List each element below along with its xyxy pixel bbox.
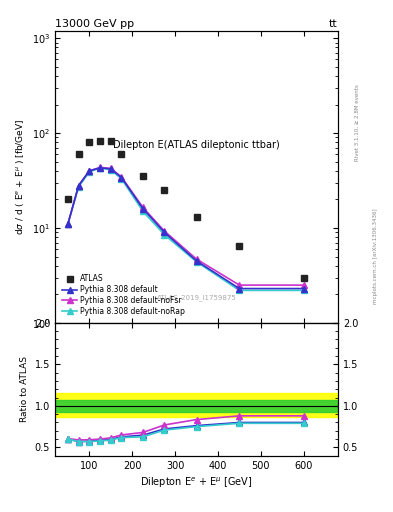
Pythia 8.308 default [237, 286, 242, 292]
Pythia 8.308 default-noRap [162, 231, 167, 238]
Text: mcplots.cern.ch [arXiv:1306.3436]: mcplots.cern.ch [arXiv:1306.3436] [373, 208, 378, 304]
Pythia 8.308 default-noFsr [141, 204, 145, 210]
Pythia 8.308 default [301, 286, 306, 292]
Pythia 8.308 default-noRap [108, 167, 113, 173]
Pythia 8.308 default [119, 175, 124, 181]
Text: Dilepton E(ATLAS dileptonic ttbar): Dilepton E(ATLAS dileptonic ttbar) [113, 140, 280, 150]
Pythia 8.308 default-noRap [76, 184, 81, 190]
Line: ATLAS: ATLAS [64, 137, 307, 281]
Line: Pythia 8.308 default-noRap: Pythia 8.308 default-noRap [65, 165, 307, 293]
Pythia 8.308 default [162, 229, 167, 236]
Text: 13000 GeV pp: 13000 GeV pp [55, 18, 134, 29]
Pythia 8.308 default [98, 165, 103, 171]
Pythia 8.308 default [108, 166, 113, 172]
Pythia 8.308 default-noRap [98, 165, 103, 171]
Pythia 8.308 default-noFsr [119, 174, 124, 180]
Pythia 8.308 default-noRap [87, 169, 92, 175]
Pythia 8.308 default-noRap [194, 259, 199, 265]
Pythia 8.308 default-noRap [237, 287, 242, 293]
Pythia 8.308 default-noFsr [66, 221, 70, 227]
Pythia 8.308 default-noFsr [108, 165, 113, 172]
Y-axis label: Ratio to ATLAS: Ratio to ATLAS [20, 356, 29, 422]
ATLAS [237, 243, 242, 249]
ATLAS [87, 139, 92, 145]
ATLAS [108, 138, 113, 144]
ATLAS [162, 187, 167, 194]
Pythia 8.308 default [76, 182, 81, 188]
Pythia 8.308 default-noFsr [301, 282, 306, 288]
Pythia 8.308 default [194, 258, 199, 264]
Pythia 8.308 default-noFsr [194, 256, 199, 262]
Text: tt: tt [329, 18, 338, 29]
Pythia 8.308 default-noFsr [98, 164, 103, 170]
Pythia 8.308 default-noFsr [237, 282, 242, 288]
Pythia 8.308 default-noFsr [162, 228, 167, 234]
Bar [55, 400, 338, 412]
Pythia 8.308 default [141, 205, 145, 211]
Text: Rivet 3.1.10, ≥ 2.8M events: Rivet 3.1.10, ≥ 2.8M events [355, 84, 360, 161]
Line: Pythia 8.308 default: Pythia 8.308 default [65, 165, 307, 291]
Line: Pythia 8.308 default-noFsr: Pythia 8.308 default-noFsr [65, 165, 307, 288]
Pythia 8.308 default [66, 221, 70, 227]
ATLAS [301, 274, 306, 281]
Pythia 8.308 default-noFsr [87, 168, 92, 174]
Pythia 8.308 default [87, 168, 92, 174]
ATLAS [194, 214, 199, 220]
Bar [55, 393, 338, 417]
ATLAS [98, 138, 103, 144]
ATLAS [66, 197, 70, 203]
ATLAS [76, 151, 81, 157]
Y-axis label: d$\sigma$ / d ( E$^{e}$ + E$^{\mu}$ ) [fb/GeV]: d$\sigma$ / d ( E$^{e}$ + E$^{\mu}$ ) [f… [14, 119, 26, 235]
Pythia 8.308 default-noRap [66, 221, 70, 227]
Text: ATLAS_2019_I1759875: ATLAS_2019_I1759875 [157, 294, 236, 301]
Legend: ATLAS, Pythia 8.308 default, Pythia 8.308 default-noFsr, Pythia 8.308 default-no: ATLAS, Pythia 8.308 default, Pythia 8.30… [59, 271, 188, 319]
Pythia 8.308 default-noRap [301, 287, 306, 293]
ATLAS [119, 151, 124, 157]
Pythia 8.308 default-noRap [119, 176, 124, 182]
Pythia 8.308 default-noFsr [76, 182, 81, 188]
Pythia 8.308 default-noRap [141, 208, 145, 215]
X-axis label: Dilepton E$^{e}$ + E$^{\mu}$ [GeV]: Dilepton E$^{e}$ + E$^{\mu}$ [GeV] [140, 476, 253, 490]
ATLAS [141, 173, 145, 179]
